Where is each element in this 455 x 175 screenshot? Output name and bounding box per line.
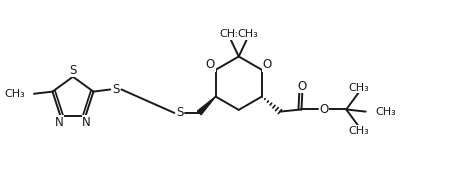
Text: N: N: [82, 116, 91, 129]
Text: O: O: [262, 58, 271, 71]
Text: CH₃: CH₃: [374, 107, 395, 117]
Text: CH₃: CH₃: [238, 29, 258, 39]
Text: O: O: [297, 80, 306, 93]
Text: CH₃: CH₃: [218, 29, 239, 39]
Text: CH₃: CH₃: [348, 126, 368, 136]
Text: CH₃: CH₃: [348, 83, 368, 93]
Text: S: S: [69, 64, 76, 77]
Text: S: S: [112, 83, 119, 96]
Polygon shape: [197, 97, 215, 115]
Text: S: S: [176, 106, 183, 119]
Text: O: O: [318, 103, 328, 116]
Text: N: N: [55, 116, 64, 129]
Text: O: O: [205, 58, 215, 71]
Text: CH₃: CH₃: [5, 89, 25, 99]
